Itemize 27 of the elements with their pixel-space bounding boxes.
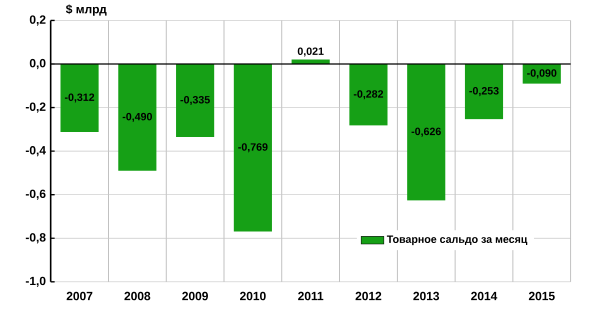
x-tick-label: 2013 (413, 292, 440, 300)
data-label: -0,626 (412, 128, 441, 137)
data-label: -0,282 (354, 90, 384, 100)
y-tick-label: -0,8 (26, 233, 46, 244)
y-tick-label: 0,0 (30, 59, 46, 70)
y-axis-title: $ млрд (66, 4, 107, 16)
data-label: -0,769 (238, 143, 268, 152)
x-tick-label: 2011 (298, 292, 324, 300)
x-tick-label: 2014 (471, 292, 498, 300)
data-label: -0,335 (180, 96, 210, 106)
x-tick-label: 2010 (240, 292, 266, 300)
x-tick-label: 2012 (356, 292, 382, 300)
legend-label: Товарное сальдо за месяц (386, 236, 528, 246)
y-tick-label: -0,4 (26, 146, 46, 156)
data-label: -0,090 (527, 69, 556, 78)
data-label: -0,253 (469, 87, 499, 96)
data-label: -0,312 (64, 94, 94, 103)
y-tick-label: 0,2 (30, 15, 46, 26)
x-tick-label: 2007 (66, 292, 92, 300)
data-label: 0,021 (298, 48, 324, 57)
y-tick-label: -1,0 (26, 276, 46, 287)
x-tick-label: 2015 (528, 292, 555, 300)
y-tick-label: -0,2 (26, 102, 46, 113)
data-label: -0,490 (122, 112, 152, 122)
x-tick-label: 2008 (124, 292, 150, 300)
x-tick-label: 2009 (182, 292, 208, 300)
y-tick-label: -0,6 (26, 190, 46, 200)
